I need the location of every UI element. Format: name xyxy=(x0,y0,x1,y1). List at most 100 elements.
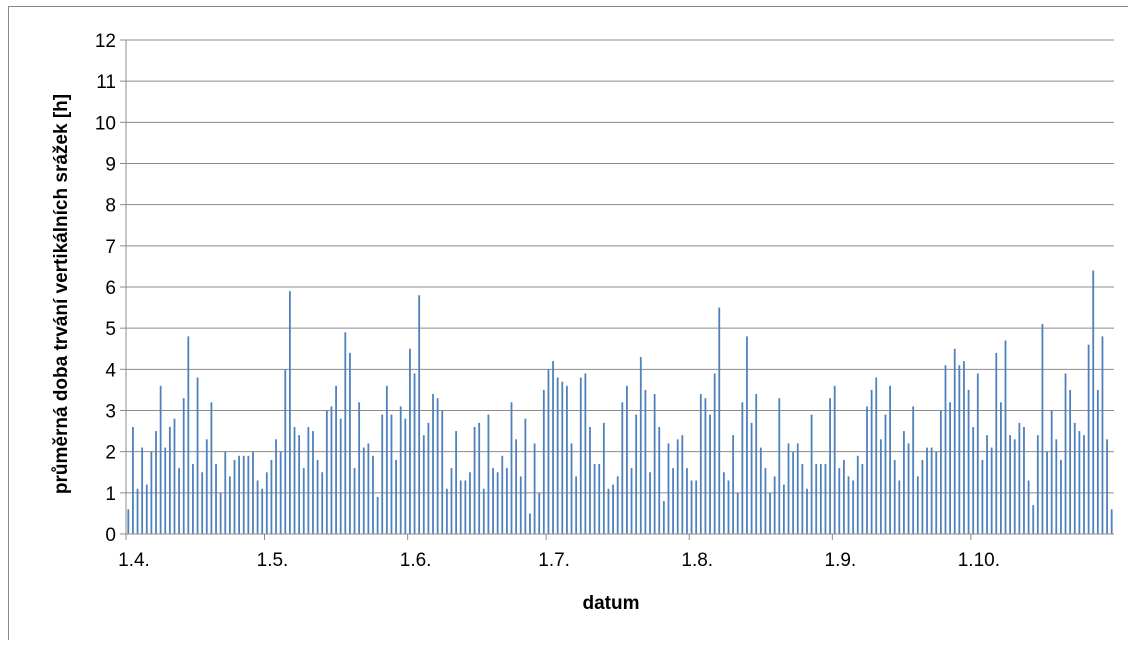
bar xyxy=(1055,439,1058,534)
bar xyxy=(852,480,855,534)
bar xyxy=(228,476,231,534)
gridlines xyxy=(120,39,1114,535)
bar xyxy=(413,373,416,534)
bar xyxy=(681,435,684,534)
bar xyxy=(575,476,578,534)
bar xyxy=(792,451,795,534)
bar xyxy=(939,410,942,534)
y-axis-title: průměrná doba trvání vertikálních srážek… xyxy=(51,94,72,494)
y-tick-label: 7 xyxy=(105,237,116,258)
bar xyxy=(658,426,661,534)
bar xyxy=(843,459,845,534)
bar xyxy=(505,468,508,534)
bar xyxy=(339,418,342,534)
bar xyxy=(561,381,564,534)
bar xyxy=(976,373,979,534)
bar xyxy=(713,373,716,534)
bar xyxy=(644,389,647,534)
bar xyxy=(806,488,808,534)
bar xyxy=(533,443,536,534)
bar xyxy=(256,480,259,534)
bar xyxy=(496,472,499,534)
bar xyxy=(598,464,601,534)
bar xyxy=(469,472,471,534)
bar xyxy=(686,468,688,534)
bar xyxy=(192,464,194,534)
x-tick-label: 1.6. xyxy=(400,550,432,571)
bar xyxy=(963,361,965,534)
bar xyxy=(432,394,434,534)
bar xyxy=(695,480,698,534)
bar xyxy=(750,422,753,534)
bar xyxy=(182,398,185,534)
bar xyxy=(325,410,328,534)
y-tick-label: 10 xyxy=(95,113,116,134)
bar xyxy=(261,488,264,534)
bar xyxy=(699,394,702,534)
y-tick-label: 1 xyxy=(105,484,116,505)
bar xyxy=(861,464,864,534)
bar xyxy=(459,480,462,534)
bar xyxy=(335,385,337,534)
bar xyxy=(944,365,947,534)
bar xyxy=(542,389,545,534)
bar xyxy=(353,468,356,534)
bar xyxy=(995,352,998,534)
bar xyxy=(584,373,587,534)
bar xyxy=(787,443,790,534)
bar xyxy=(829,398,831,534)
bar xyxy=(847,476,850,534)
bar xyxy=(519,476,522,534)
bar xyxy=(132,426,134,534)
bar xyxy=(783,484,785,534)
bar xyxy=(690,480,693,534)
bar xyxy=(136,488,139,534)
bar xyxy=(773,476,776,534)
bar xyxy=(889,385,891,534)
bar xyxy=(662,501,665,534)
y-tick-label: 8 xyxy=(105,196,116,217)
bar xyxy=(653,394,656,534)
bar xyxy=(746,336,748,534)
bar xyxy=(875,377,878,534)
bar xyxy=(755,394,758,534)
bar xyxy=(164,447,167,534)
bar xyxy=(482,488,485,534)
bar xyxy=(796,443,799,534)
bar xyxy=(838,468,841,534)
bar xyxy=(455,431,457,534)
bar xyxy=(1041,324,1044,534)
x-tick-labels: 1.4. 1.5. 1.6. 1.7. 1.8. 1.9. 1.10. xyxy=(118,534,1000,571)
bar xyxy=(168,426,171,534)
bar xyxy=(764,468,767,534)
y-tick-label: 4 xyxy=(105,360,116,381)
bar xyxy=(833,385,836,534)
bar xyxy=(233,459,236,534)
bar xyxy=(930,447,933,534)
bar xyxy=(210,402,213,534)
bar xyxy=(704,398,707,534)
bar xyxy=(589,426,591,534)
bar xyxy=(284,369,287,534)
bar xyxy=(1096,389,1099,534)
bar xyxy=(893,459,896,534)
bar xyxy=(607,488,610,534)
bar xyxy=(427,422,430,534)
bar xyxy=(626,385,628,534)
bar xyxy=(732,435,735,534)
bar xyxy=(436,398,439,534)
bar xyxy=(399,406,402,534)
bar xyxy=(1106,439,1108,534)
bar xyxy=(593,464,596,534)
x-tick-label: 1.7. xyxy=(538,550,570,571)
bar xyxy=(579,377,582,534)
bar xyxy=(602,422,605,534)
bar xyxy=(722,472,725,534)
y-tick-label: 6 xyxy=(105,278,116,299)
bar xyxy=(362,447,365,534)
bar xyxy=(870,389,873,534)
bar xyxy=(298,435,301,534)
bar xyxy=(127,509,130,534)
bar xyxy=(1018,422,1021,534)
